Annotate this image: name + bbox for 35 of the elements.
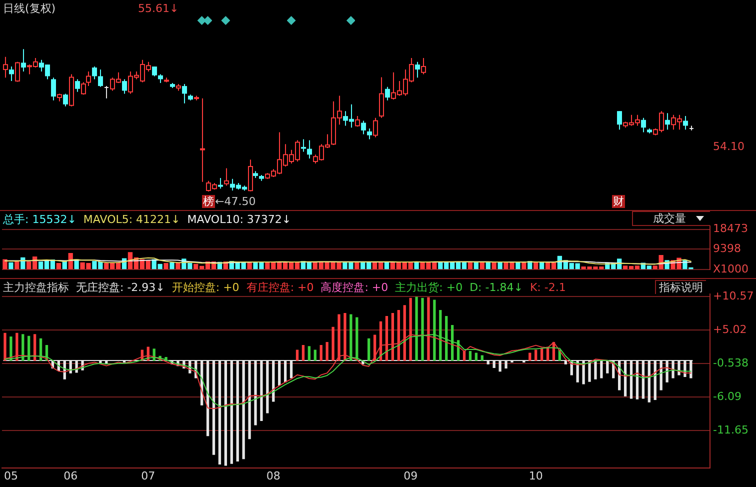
x-tick-label: 10 — [528, 469, 543, 482]
text: MAVOL10: 37372↓ — [187, 213, 292, 226]
text: 有庄控盘: +0 — [246, 281, 314, 294]
text: 财 — [612, 195, 625, 208]
text: 55.61↓ — [138, 2, 179, 15]
annotation: 指标说明 — [659, 281, 703, 294]
legend-label: 高度控盘: +0 — [320, 281, 388, 294]
x-tick-label: 06 — [64, 469, 78, 482]
y-tick-label: 9398 — [713, 242, 741, 255]
x-tick-label: 08 — [266, 469, 280, 482]
text: 总手: 15532↓ — [3, 213, 76, 226]
legend-label: 开始控盘: +0 — [172, 281, 240, 294]
chart-title: 成交量 — [653, 212, 686, 225]
text: MAVOL5: 41221↓ — [83, 213, 180, 226]
text: 54.10 — [713, 140, 744, 153]
x-tick-label: 07 — [141, 469, 156, 482]
button: 指标说明 — [655, 280, 706, 294]
text: 榜 — [202, 195, 215, 208]
y-tick-label: 18473 — [713, 222, 748, 236]
text: 无庄控盘: -2.93↓ — [76, 281, 165, 294]
text: D: -1.84↓ — [470, 281, 523, 294]
y-tick-label: +10.57 — [713, 289, 754, 302]
y-tick-label: X1000 — [713, 262, 749, 276]
text: ←47.50 — [215, 195, 256, 208]
chart-title: 日线(复权) — [3, 2, 56, 15]
y-tick-label: -11.65 — [713, 424, 748, 437]
y-tick-label: -6.09 — [713, 390, 742, 403]
series-label: 主力出货: +0 — [395, 281, 463, 294]
x-tick-label: 09 — [404, 469, 418, 482]
text: K: -2.1 — [530, 281, 566, 294]
y-tick-label: +5.02 — [713, 322, 747, 336]
chart-title: 主力控盘指标 — [3, 281, 69, 294]
dropdown: 成交量 — [632, 211, 710, 226]
x-tick-label: 05 — [4, 469, 18, 482]
y-tick-label: -0.538 — [713, 356, 748, 370]
